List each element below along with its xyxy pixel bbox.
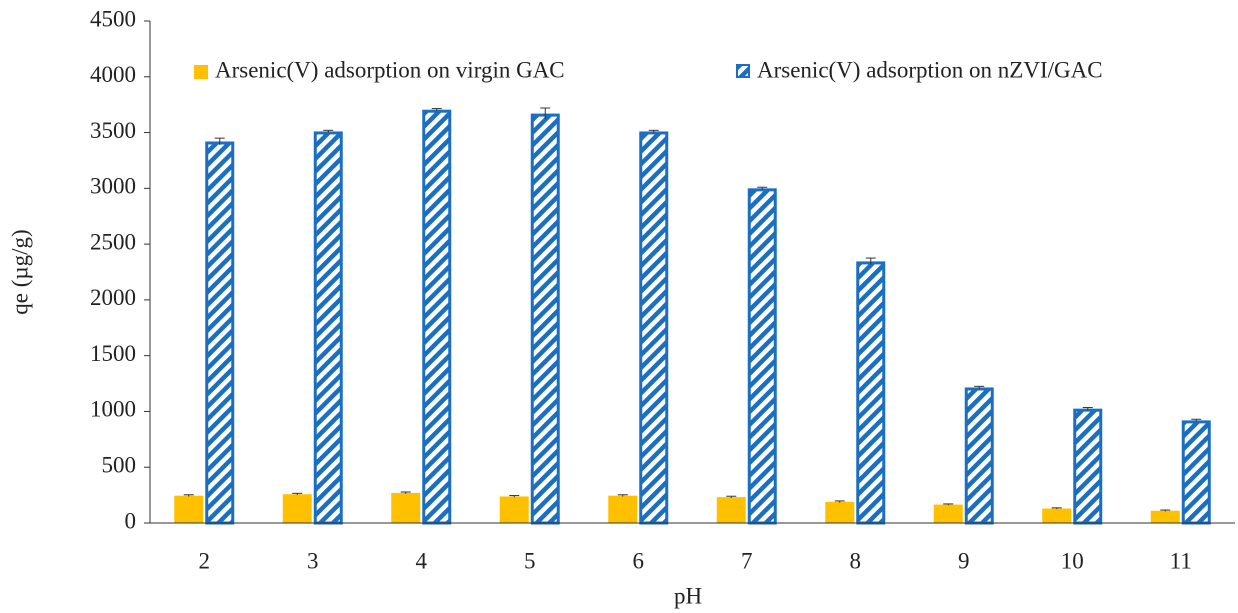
bar	[205, 141, 235, 525]
x-tick-label: 2	[199, 548, 211, 573]
bar	[422, 109, 452, 525]
y-tick-label: 1000	[90, 397, 136, 422]
x-tick-label: 4	[416, 548, 428, 573]
legend-label: Arsenic(V) adsorption on virgin GAC	[215, 57, 565, 82]
x-axis-label: pH	[674, 583, 702, 608]
x-tick-label: 5	[524, 548, 536, 573]
x-tick-label: 11	[1170, 548, 1192, 573]
bar	[933, 504, 963, 523]
bar	[856, 261, 886, 525]
y-tick-label: 2500	[90, 229, 136, 254]
bar	[1073, 408, 1103, 525]
x-tick-label: 3	[307, 548, 319, 573]
bar	[639, 131, 669, 525]
legend-label: Arsenic(V) adsorption on nZVI/GAC	[757, 57, 1103, 82]
bar	[282, 494, 312, 523]
bar	[1150, 510, 1180, 523]
x-tick-label: 10	[1061, 548, 1084, 573]
bar	[608, 495, 638, 523]
bar	[1042, 508, 1072, 523]
x-tick-label: 9	[958, 548, 970, 573]
x-tick-label: 8	[850, 548, 862, 573]
y-axis-label: qe (µg/g)	[7, 229, 32, 314]
legend-swatch	[194, 65, 208, 79]
bar	[825, 501, 855, 523]
x-tick-label: 7	[741, 548, 753, 573]
y-tick-label: 0	[125, 508, 137, 533]
bar	[964, 387, 994, 525]
x-tick-label: 6	[633, 548, 645, 573]
y-tick-label: 3000	[90, 174, 136, 199]
bar	[1181, 420, 1211, 525]
bar	[499, 496, 529, 523]
bar	[716, 497, 746, 523]
y-tick-label: 4500	[90, 6, 136, 31]
y-tick-label: 2000	[90, 285, 136, 310]
y-tick-label: 4000	[90, 62, 136, 87]
bar	[313, 131, 343, 525]
bar	[747, 188, 777, 525]
bar	[174, 495, 204, 523]
bar	[391, 492, 421, 523]
y-tick-label: 3500	[90, 118, 136, 143]
y-tick-label: 1500	[90, 341, 136, 366]
legend-swatch	[736, 64, 750, 78]
bar	[530, 113, 560, 525]
y-tick-label: 500	[102, 453, 137, 478]
